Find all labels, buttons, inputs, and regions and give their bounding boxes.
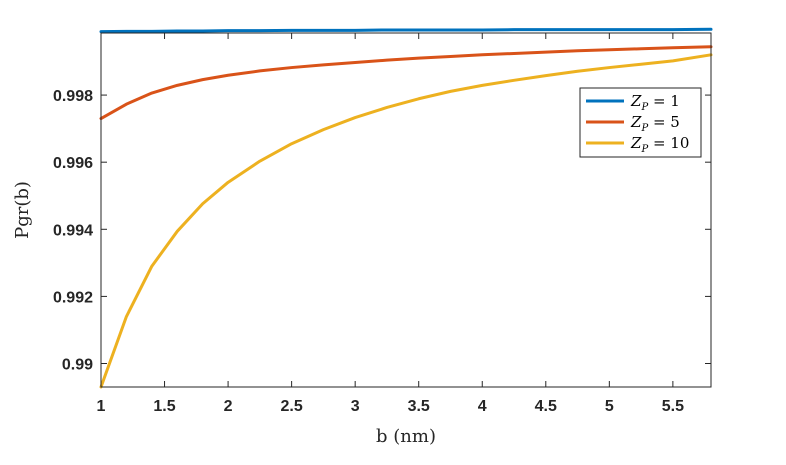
- x-tick-label: 1: [97, 398, 106, 415]
- series-line-1: [99, 27, 713, 34]
- y-tick-label: 0.998: [53, 88, 93, 105]
- x-axis-label: b (nm): [376, 426, 436, 447]
- x-tick-label: 2: [224, 398, 233, 415]
- legend-label-3: ZP = 10: [630, 134, 689, 155]
- x-tick-label: 3: [351, 398, 360, 415]
- y-tick-label: 0.99: [62, 357, 93, 374]
- plot-area: [101, 33, 711, 387]
- y-axis-label: Pgr(b): [12, 181, 33, 239]
- series-line-2: [99, 45, 713, 121]
- legend-label-1: ZP = 1: [630, 92, 680, 113]
- y-tick-label: 0.992: [53, 289, 93, 306]
- x-tick-label: 2.5: [281, 398, 303, 415]
- y-tick-label: 0.996: [53, 155, 93, 172]
- plot-frame: [100, 32, 712, 388]
- legend-label-2: ZP = 5: [630, 113, 680, 134]
- series-line-3: [99, 53, 713, 389]
- x-tick-label: 5: [605, 398, 614, 415]
- series-layer: [99, 27, 713, 389]
- y-tick-label: 0.994: [53, 222, 93, 239]
- x-tick-label: 1.5: [153, 398, 175, 415]
- x-tick-label: 3.5: [408, 398, 430, 415]
- axes: [100, 32, 712, 388]
- ticks: 1 1.5 2 2.5 3 3.5 4 4.5 5 5.5 0.99 0.992 0.994 0.996 0…: [53, 33, 711, 415]
- x-tick-label: 4: [478, 398, 487, 415]
- x-tick-label: 5.5: [662, 398, 684, 415]
- x-tick-label: 4.5: [535, 398, 557, 415]
- legend: ZP = 1ZP = 5ZP = 10: [579, 87, 702, 158]
